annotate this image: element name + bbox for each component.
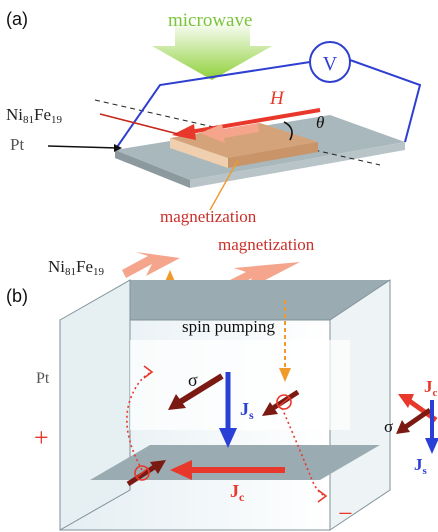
magnetization-pointer-a (209, 159, 239, 211)
magnetization-arrow-left (122, 252, 180, 278)
side-jc-label: Jc (424, 377, 438, 399)
magnetization-label-a: magnetization (160, 207, 257, 226)
minus-sign: − (338, 499, 353, 528)
sigma-right-head (262, 402, 278, 416)
sigma-label-b: σ (188, 370, 198, 390)
magnetization-label-b: magnetization (218, 235, 315, 254)
nife-block-side (228, 142, 318, 168)
panel-a: (a) microwave V H θ Ni81Fe19 Pt (6, 9, 422, 226)
spin-circle-upper (276, 394, 292, 410)
box-top (60, 280, 390, 320)
panel-a-label: (a) (6, 9, 28, 29)
sigma-upper-head (168, 394, 186, 410)
spin-pumping-label: spin pumping (182, 317, 276, 336)
microwave-label: microwave (168, 10, 252, 31)
side-js-label: Js (414, 455, 428, 477)
sigma-arrow-right (268, 389, 300, 413)
left-curve-head (143, 365, 154, 379)
jc-arrow-head (170, 460, 192, 480)
side-sigma-head (396, 420, 410, 434)
nife-label-a: Ni81Fe19 (6, 105, 63, 126)
nife-label-b: Ni81Fe19 (48, 257, 105, 278)
sigma-arrow-upper (178, 373, 224, 405)
pt-label-b: Pt (36, 370, 50, 387)
sigma-arrow-lower (126, 463, 158, 487)
microwave-arrow (152, 20, 272, 80)
panel-b: (b) magnetization Ni81Fe19 spin pumping … (6, 235, 391, 531)
side-sigma-label: σ (384, 417, 393, 436)
pt-pointer-a (47, 145, 119, 149)
spin-circle-lower (134, 465, 150, 481)
box-left (59, 279, 131, 531)
wire-left (114, 61, 311, 151)
pt-plate-side (190, 142, 405, 188)
pt-label-a: Pt (10, 135, 24, 154)
side-sigma-arrow (402, 407, 432, 431)
box-bottom-plate (90, 445, 380, 480)
sigma-lower-head (150, 460, 166, 474)
angle-label: θ (316, 113, 324, 132)
side-jc-head (398, 394, 414, 408)
spin-down-head (279, 368, 291, 382)
angle-arc (283, 121, 293, 141)
nife-block-top (170, 123, 318, 158)
js-label-b: Js (240, 399, 254, 422)
panel-b-label: (b) (6, 286, 28, 306)
wire-right (349, 59, 422, 143)
side-js-head (425, 438, 438, 454)
voltmeter-label: V (323, 53, 338, 75)
voltmeter-circle (309, 41, 351, 83)
js-arrow-head (219, 428, 237, 448)
spin-circle-lower-slash (135, 467, 149, 479)
pt-pointer-head (114, 144, 122, 152)
jc-label-b: Jc (230, 481, 245, 504)
right-curve-head (317, 489, 328, 503)
nife-pointer-a (99, 113, 179, 135)
nife-block-front (170, 138, 228, 168)
h-field-label: H (269, 88, 285, 109)
plus-sign: + (34, 423, 49, 452)
spin-circle-upper-slash (277, 396, 291, 408)
magnetization-arrow-right (222, 262, 300, 292)
side-legend: Jc σ Js (384, 377, 438, 477)
magnetization-arrow-a (200, 123, 259, 143)
pt-plate-front (115, 150, 190, 188)
h-field-arrowhead (172, 124, 196, 140)
